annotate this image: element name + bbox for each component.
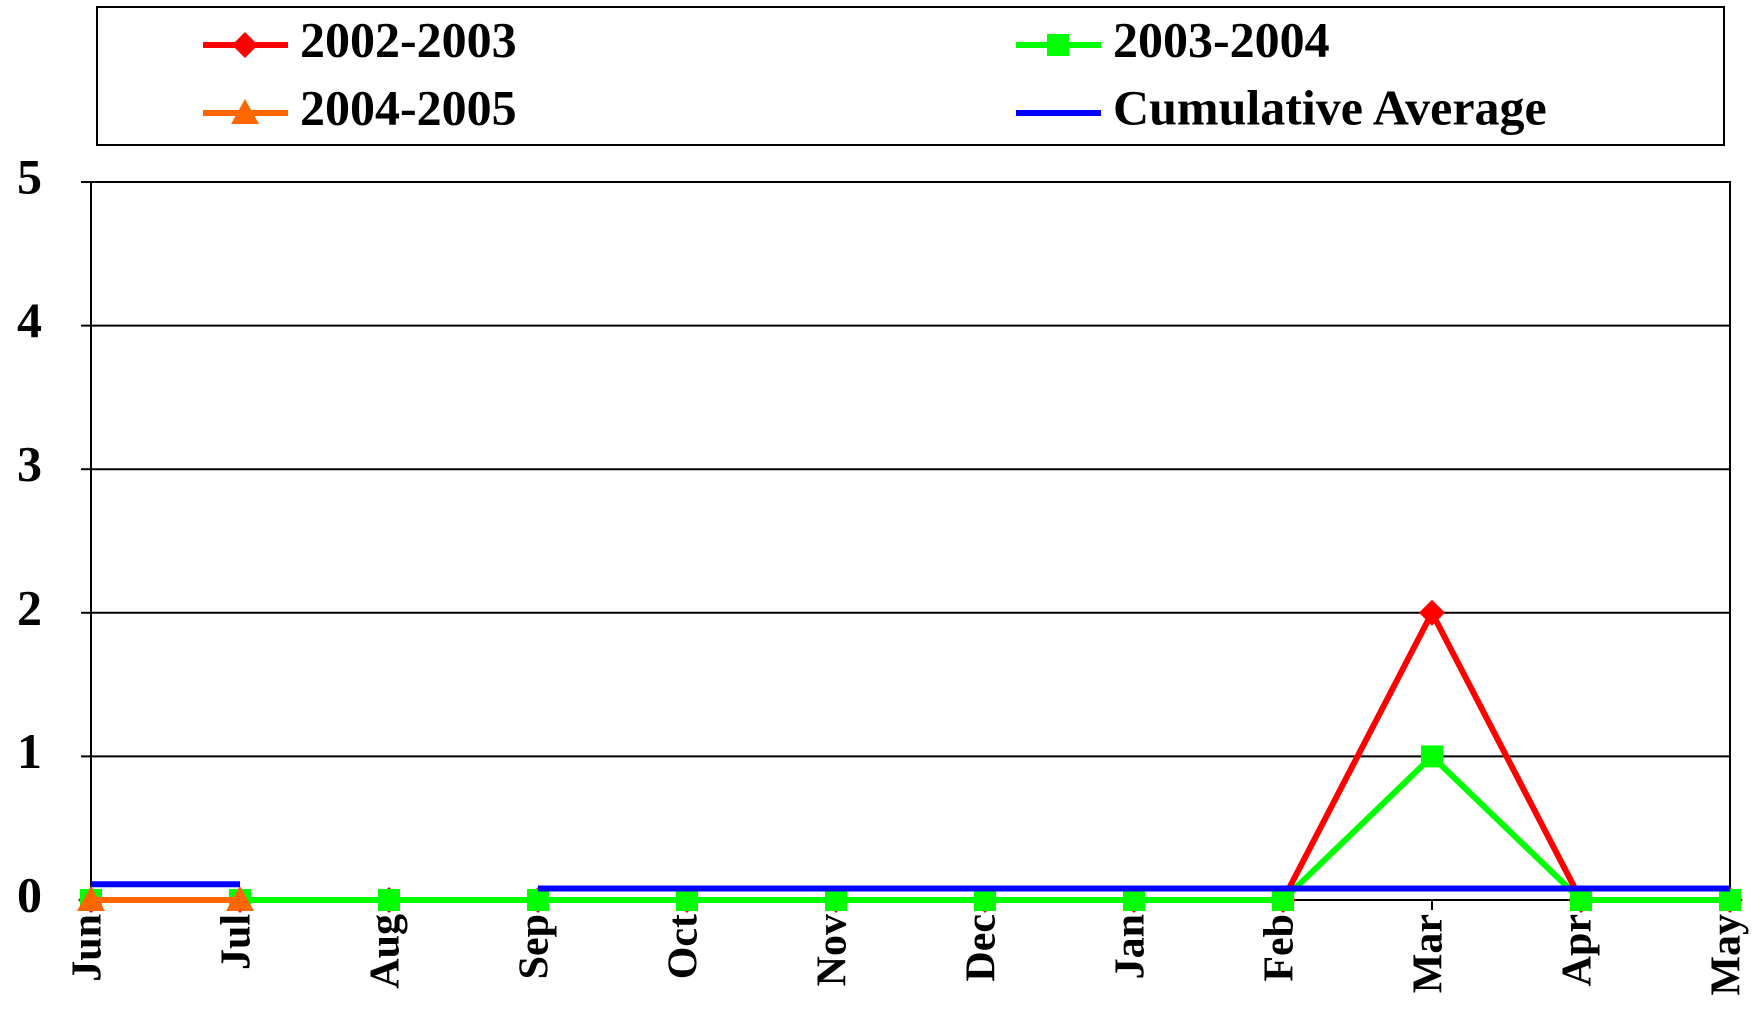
marker (825, 889, 847, 911)
marker (231, 99, 259, 124)
plot-area (90, 181, 1731, 901)
marker (527, 889, 549, 911)
x-tick-label: Dec (959, 914, 1005, 982)
y-tick-label: 0 (17, 866, 42, 922)
y-tick-label: 1 (17, 723, 42, 779)
marker (1419, 599, 1445, 626)
x-tick-label: Jan (1108, 914, 1154, 979)
x-tick-label: May (1704, 914, 1750, 996)
marker (232, 32, 258, 58)
marker (1047, 34, 1069, 56)
marker (77, 886, 105, 911)
y-tick-label: 2 (17, 579, 42, 635)
legend-box (96, 6, 1725, 146)
marker (974, 889, 996, 911)
y-tick-label: 4 (17, 292, 42, 348)
marker (1570, 889, 1592, 911)
y-tick-label: 5 (17, 148, 42, 204)
x-tick-label: Jun (65, 914, 111, 982)
legend-label: Cumulative Average (1113, 79, 1547, 135)
x-tick-label: Nov (810, 914, 856, 986)
legend-label: 2003-2004 (1113, 11, 1330, 67)
marker (226, 886, 254, 911)
legend-label: 2004-2005 (300, 79, 517, 135)
marker (1719, 889, 1741, 911)
legend-label: 2002-2003 (300, 11, 517, 67)
marker (378, 889, 400, 911)
x-tick-label: Sep (512, 914, 558, 979)
y-tick-label: 3 (17, 436, 42, 492)
x-tick-label: Aug (363, 914, 409, 989)
marker (676, 889, 698, 911)
marker (1272, 889, 1294, 911)
marker (1421, 745, 1443, 768)
x-tick-label: Feb (1257, 914, 1303, 982)
series-line (91, 752, 1730, 903)
x-tick-label: Mar (1406, 914, 1452, 993)
marker (1123, 889, 1145, 911)
x-tick-label: Oct (661, 914, 707, 979)
x-tick-label: Jul (214, 914, 260, 970)
x-tick-label: Apr (1555, 914, 1601, 986)
series-line (91, 881, 1730, 892)
